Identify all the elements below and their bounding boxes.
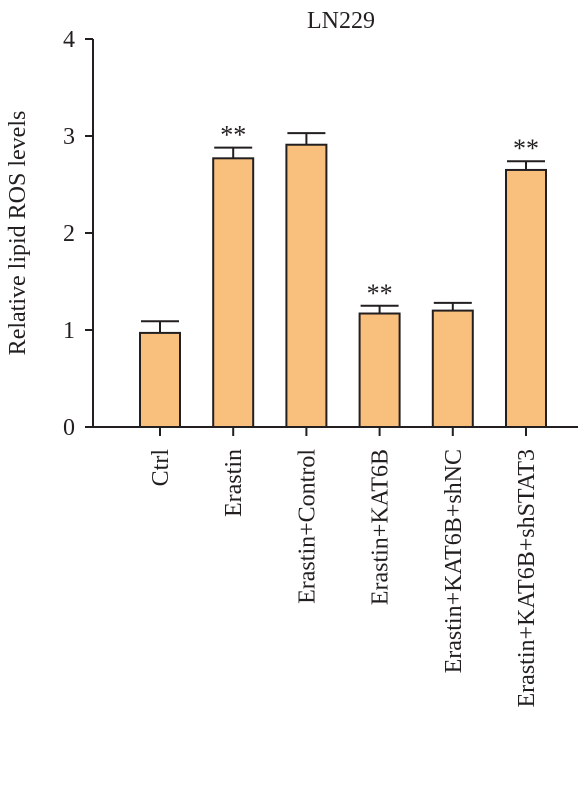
significance-label: ** [220, 121, 246, 150]
y-tick-label: 0 [63, 415, 75, 441]
category-labels: Ctrl Erastin Erastin+Control Erastin+KAT6B E… [148, 449, 540, 708]
x-tick-label: Erastin+KAT6B+shNC [441, 449, 467, 673]
x-tick-label: Erastin+KAT6B [368, 449, 394, 605]
x-tick-label: Ctrl [148, 449, 174, 487]
bar [212, 157, 255, 428]
x-tick-label: Erastin+KAT6B+shSTAT3 [514, 449, 540, 707]
significance-label: ** [367, 279, 393, 308]
bar [358, 312, 401, 429]
x-axis [93, 426, 578, 436]
bar [505, 168, 547, 428]
bars: ** ** ** [139, 121, 547, 429]
y-tick-label: 3 [63, 124, 75, 150]
y-tick-label: 2 [63, 221, 75, 247]
y-axis-label: Relative lipid ROS levels [5, 111, 31, 356]
x-tick-label: Erastin [221, 449, 247, 517]
bar [285, 143, 328, 428]
x-tick-label: Erastin+Control [294, 449, 320, 604]
chart-title: LN229 [307, 8, 375, 34]
bar [139, 331, 181, 428]
bar [431, 309, 474, 429]
significance-label: ** [513, 134, 539, 163]
y-tick-label: 4 [63, 27, 75, 53]
y-tick-label: 1 [63, 318, 75, 344]
y-axis: 0 1 2 3 4 [63, 27, 94, 441]
